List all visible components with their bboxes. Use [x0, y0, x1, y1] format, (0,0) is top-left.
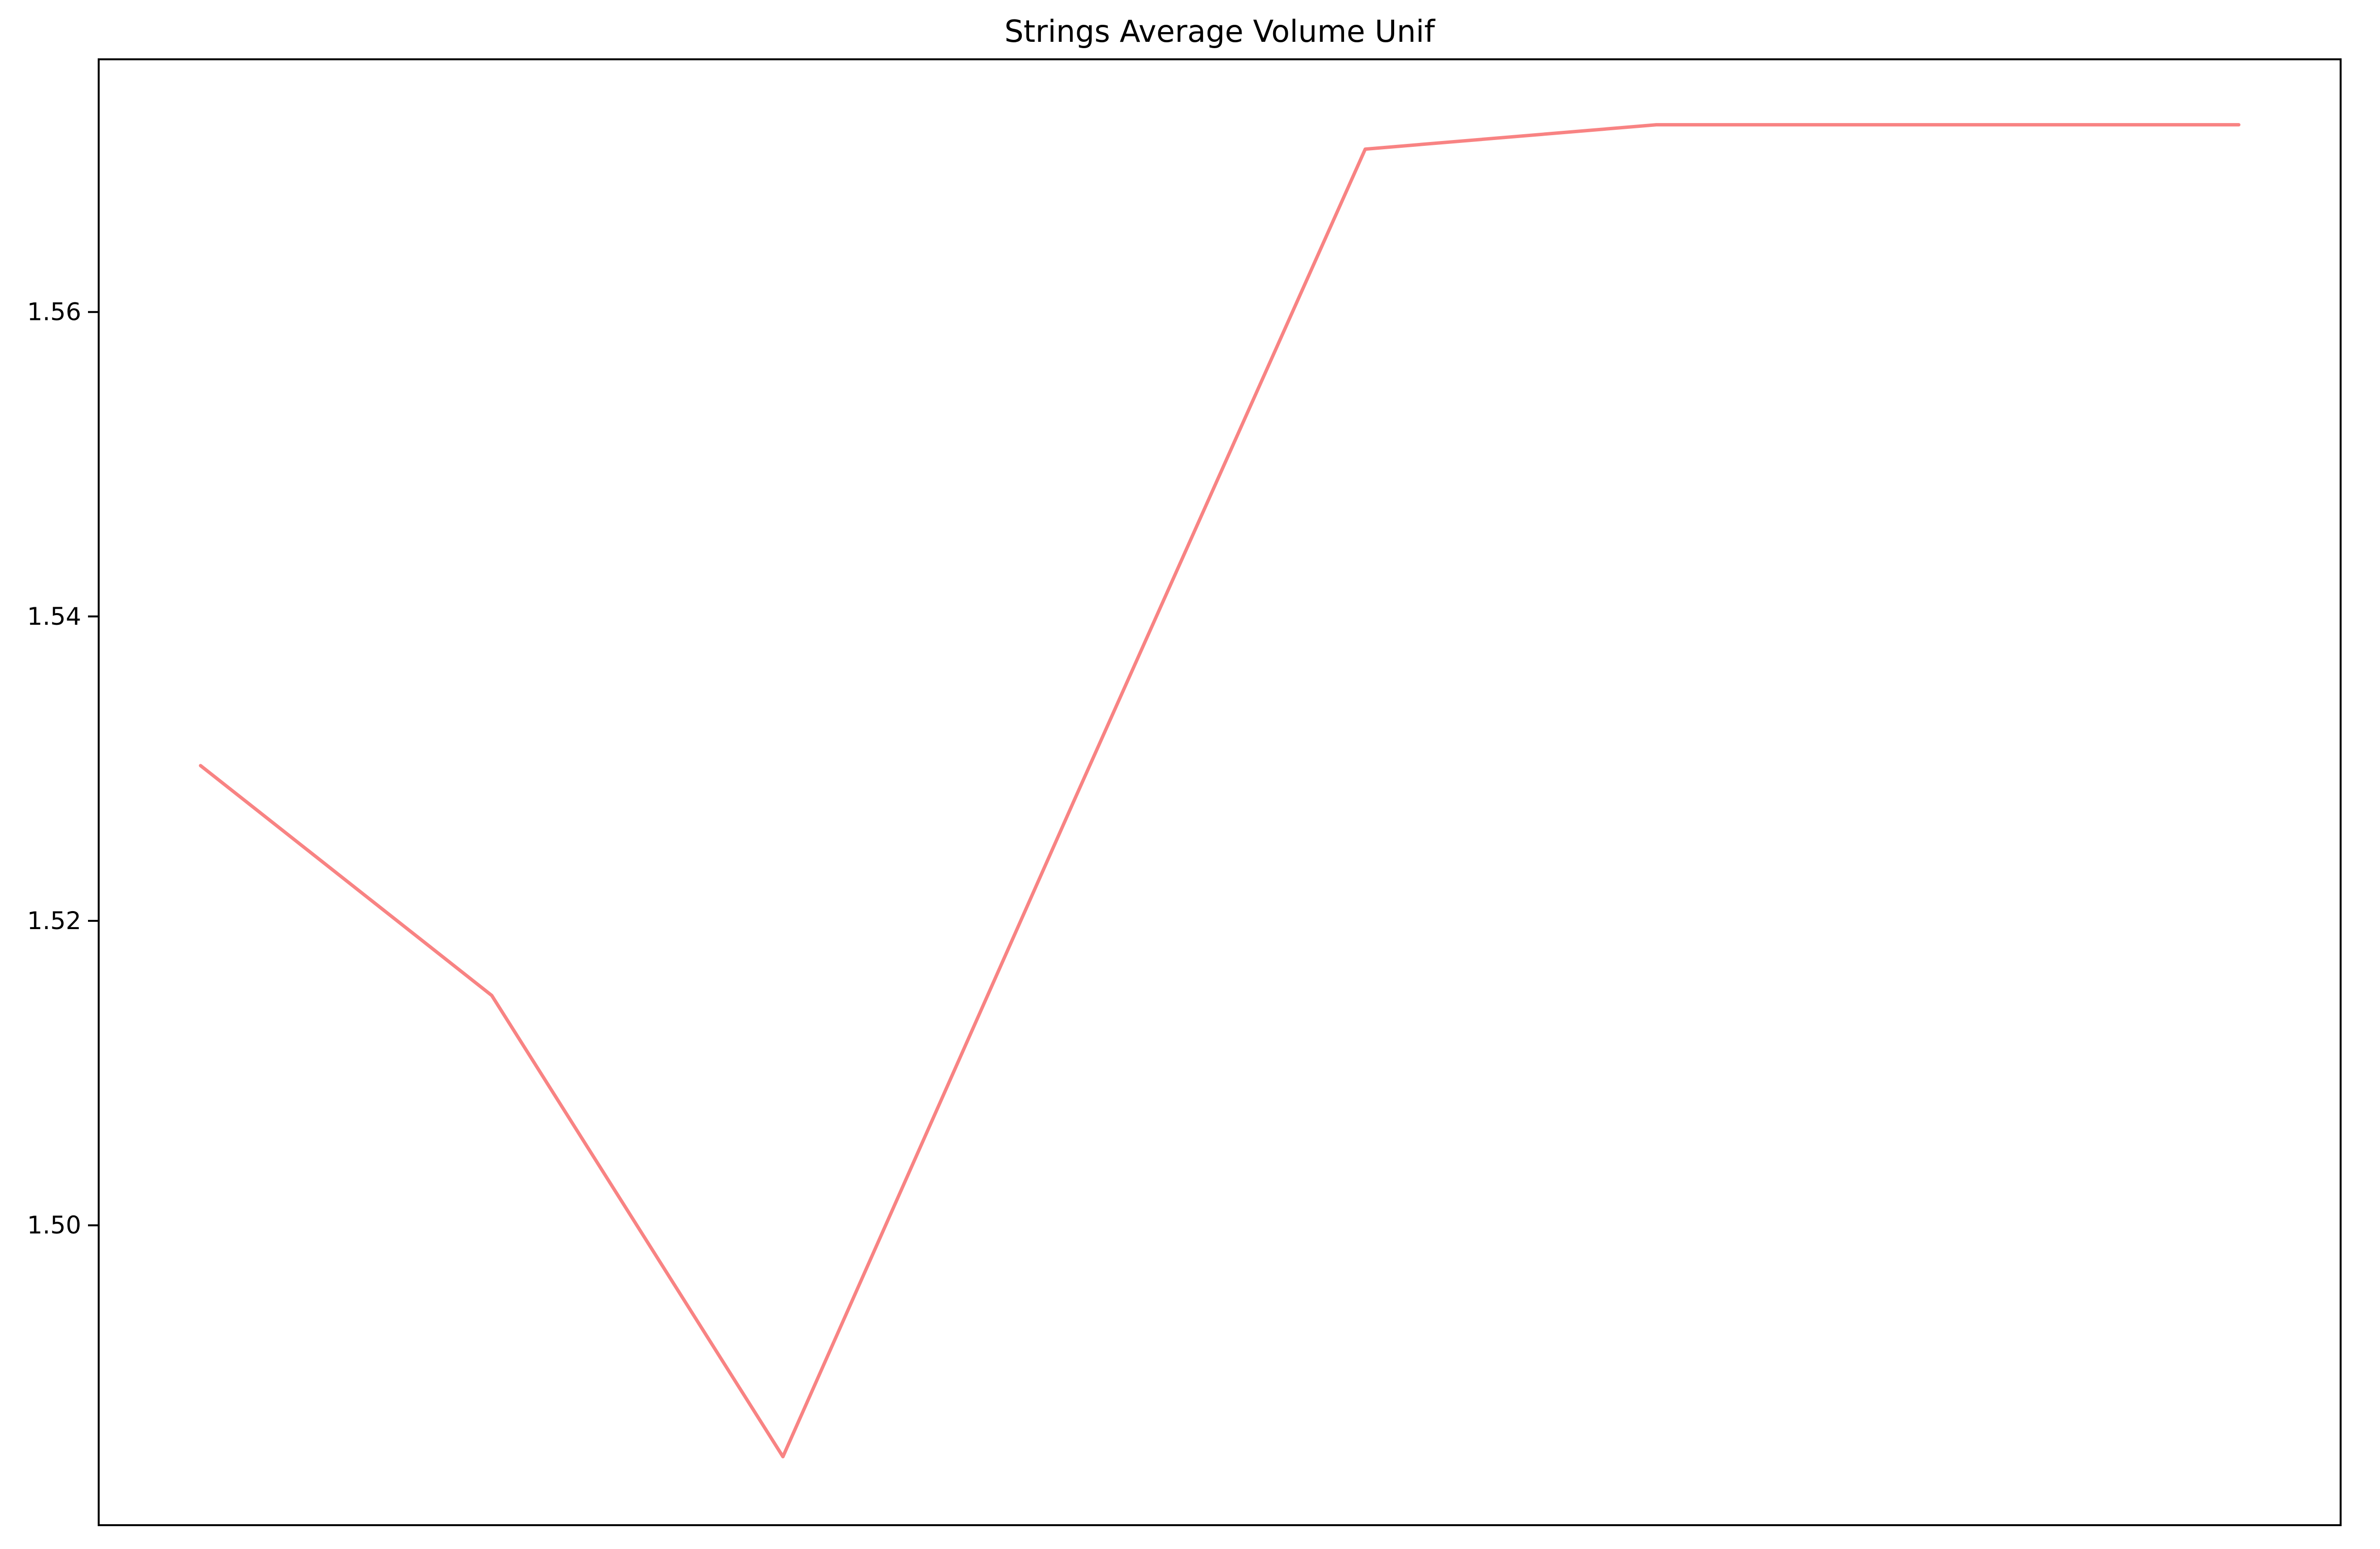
y-tick-label: 1.56 [27, 298, 81, 326]
y-tick-label: 1.52 [27, 907, 81, 935]
axes-frame [98, 58, 2342, 1526]
chart-title: Strings Average Volume Unif [1004, 14, 1436, 49]
y-tick-label: 1.50 [27, 1211, 81, 1239]
y-axis-ticks: 1.50 1.52 1.54 1.56 [27, 298, 99, 1239]
y-tick-label: 1.54 [27, 602, 81, 631]
series-layer [199, 123, 2240, 1459]
series-line [199, 123, 2240, 1459]
